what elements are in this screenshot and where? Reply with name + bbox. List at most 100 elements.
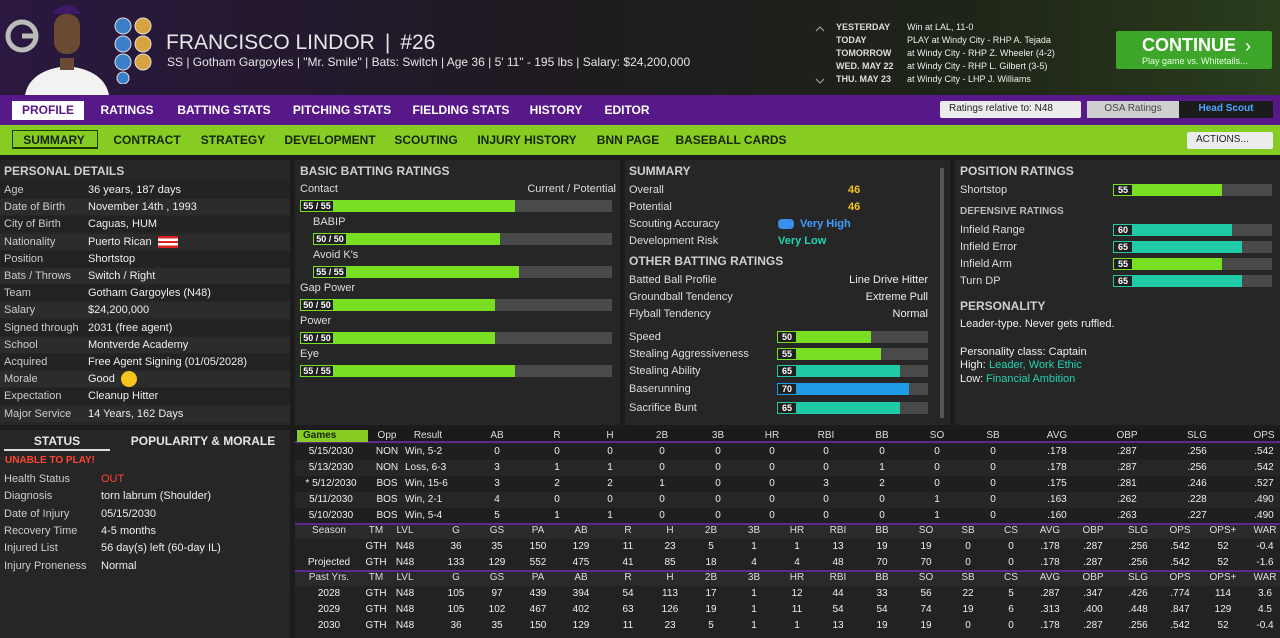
detail-value: Switch / Right [88,270,156,282]
stat-cell: 129 [488,557,506,568]
game-cell: BOS [376,510,398,521]
detail-value: Gotham Gargoyles (N48) [88,287,211,300]
game-cell: .287 [1117,446,1137,457]
stat-cell: 552 [529,557,547,568]
active-subtab[interactable] [12,130,98,149]
stat-cell: 13 [832,541,844,552]
column-header: Past Yrs. [308,572,350,583]
ratings-select-label[interactable]: Ratings relative to: N48 [949,103,1053,114]
stat-cell: 36 [450,620,462,631]
main-tab[interactable]: EDITOR [604,103,650,117]
table-header-bg [295,523,1280,539]
status-tab[interactable]: POPULARITY & MORALE [130,434,276,448]
stat-cell: 23 [664,620,676,631]
stat-cell: 0 [965,541,971,552]
sub-tab[interactable]: DEVELOPMENT [284,133,376,147]
bar-label-box [1114,276,1132,286]
rating-label: Stealing Aggressiveness [629,348,749,360]
sub-tab[interactable]: INJURY HISTORY [477,133,577,147]
game-cell: 0 [823,462,829,473]
sub-tab[interactable]: STRATEGY [200,133,266,147]
status-tab[interactable]: STATUS [33,434,81,448]
detail-label: Nationality [4,235,56,248]
sub-tab[interactable]: CONTRACT [113,133,181,147]
game-cell: Loss, 6-3 [405,462,447,473]
header-bg [0,0,1280,95]
detail-row-bg [0,216,290,233]
main-tab[interactable]: PITCHING STATS [292,103,392,117]
game-cell: BOS [376,478,398,489]
status-value: torn labrum (Shoulder) [101,490,212,503]
detail-row-bg [0,268,290,284]
sub-tab[interactable]: BNN PAGE [596,133,660,147]
sub-tab[interactable]: SCOUTING [394,133,458,147]
bar-label: 55 [781,349,793,359]
stat-cell: .426 [1128,588,1148,599]
rating-bar [777,365,900,377]
games-dropdown[interactable] [297,430,368,442]
summary-label: Overall [629,184,664,196]
main-tab[interactable]: BATTING STATS [177,103,271,117]
stat-cell: .256 [1128,541,1148,552]
table-header-bg [295,570,1280,586]
schedule-game: at Windy City - LHP J. Williams [907,74,1031,84]
scout-label[interactable]: Head Scout [1198,103,1254,114]
status-label: Date of Injury [4,507,70,520]
actions-label[interactable]: ACTIONS... [1196,134,1249,145]
stat-cell: 1 [751,620,757,631]
ratings-select[interactable] [940,101,1081,118]
status-value: 4-5 months [101,524,157,537]
game-cell: .262 [1117,494,1137,505]
osa-label[interactable]: OSA Ratings [1104,103,1162,114]
sub-tab[interactable]: BASEBALL CARDS [675,133,787,147]
game-cell: 0 [554,494,560,505]
stat-cell: 2029 [317,604,341,615]
detail-value: Shortstop [88,252,136,265]
stat-cell: .448 [1128,604,1148,615]
stat-cell: -1.6 [1256,557,1274,568]
sub-tab[interactable]: SUMMARY [23,133,85,147]
column-header: AVG [1046,430,1068,441]
column-header[interactable]: Games [303,430,337,441]
rating-name: BABIP [313,216,346,228]
game-cell: 2 [554,478,560,489]
position-label: Infield Range [960,224,1025,236]
stat-cell: 70 [876,557,888,568]
player-name-line: FRANCISCO LINDOR | #26 [166,31,435,55]
game-cell: 5 [494,510,500,521]
stat-cell: 0 [965,620,971,631]
game-cell: 1 [607,462,613,473]
actions-button[interactable] [1187,132,1273,149]
game-cell: .256 [1187,446,1207,457]
stat-cell: GTH [365,541,387,552]
rating-name: Avoid K's [313,249,359,261]
column-header: SLG [1127,572,1149,583]
bar-label-box [778,332,796,342]
continue-label[interactable]: CONTINUE [1142,35,1236,55]
stat-cell: 35 [491,620,503,631]
detail-value: Cleanup Hitter [88,390,159,403]
scout-button[interactable] [1179,101,1273,118]
game-cell: .263 [1117,510,1137,521]
column-header: 3B [747,525,761,536]
main-tab[interactable]: FIELDING STATS [412,103,510,117]
detail-label: Age [4,184,24,196]
main-tab[interactable]: HISTORY [529,103,583,117]
osa-button[interactable] [1087,101,1179,118]
main-tab[interactable]: RATINGS [100,103,154,117]
column-header: Opp [377,430,397,441]
continue-sub[interactable]: Play game vs. Whitetails... [1142,56,1248,66]
stat-cell: GTH [365,620,387,631]
active-tab[interactable] [12,101,84,120]
column-header: LVL [396,525,414,536]
scrollbar[interactable] [940,168,944,418]
main-tab[interactable]: PROFILE [21,103,75,117]
game-cell: 0 [659,462,665,473]
continue-button[interactable] [1116,31,1272,69]
rating-name: Eye [300,348,319,360]
stat-cell: .347 [1083,588,1103,599]
continue-arrow[interactable]: › [1245,36,1251,56]
detail-label: Major Service [4,407,72,420]
bar-label: 55 / 55 [303,201,331,211]
stat-cell: N48 [395,604,415,615]
